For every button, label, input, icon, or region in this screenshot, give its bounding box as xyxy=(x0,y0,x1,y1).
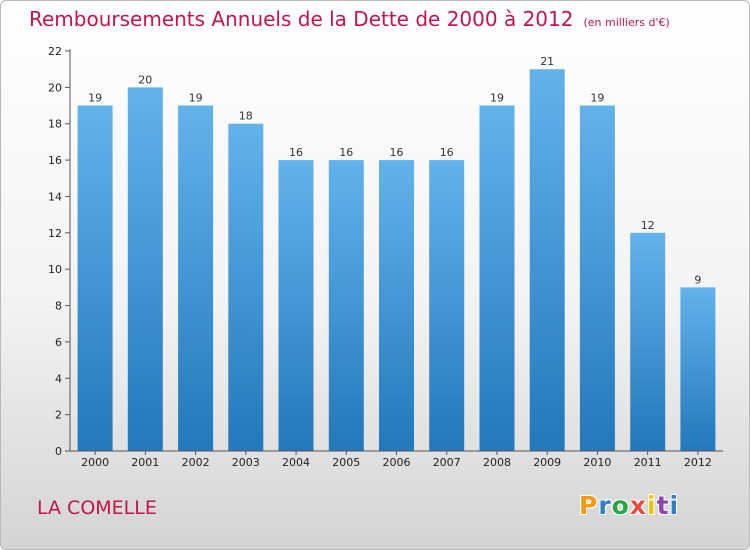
y-tick-label: 10 xyxy=(48,263,62,276)
logo-letter: o xyxy=(611,491,630,520)
chart-title-text: Remboursements Annuels de la Dette de 20… xyxy=(29,7,574,31)
data-label: 12 xyxy=(641,219,655,232)
x-tick-label: 2005 xyxy=(332,456,360,469)
logo-letter: i xyxy=(669,491,680,520)
y-tick-label: 18 xyxy=(48,118,62,131)
bars-group: 19 20 19 18 16 16 16 16 19 21 19 12 9 xyxy=(77,55,716,452)
y-tick-label: 16 xyxy=(48,154,62,167)
data-label: 19 xyxy=(88,92,102,105)
data-label: 19 xyxy=(490,92,504,105)
data-label: 19 xyxy=(189,92,203,105)
bar xyxy=(379,160,414,451)
y-tick-label: 2 xyxy=(55,409,62,422)
y-tick-label: 20 xyxy=(48,81,62,94)
y-tick-label: 8 xyxy=(55,300,62,313)
bar xyxy=(228,123,264,451)
bar xyxy=(77,105,113,451)
x-tick-label: 2003 xyxy=(232,456,260,469)
data-label: 19 xyxy=(590,92,604,105)
y-tick-label: 14 xyxy=(48,191,62,204)
y-tick-label: 22 xyxy=(48,45,62,58)
y-tick-label: 12 xyxy=(48,227,62,240)
commune-name: LA COMELLE xyxy=(37,497,157,519)
bar xyxy=(429,160,465,451)
unit-label: (en milliers d'€) xyxy=(583,16,670,29)
logo-letter: i xyxy=(647,491,657,520)
y-tick-label: 0 xyxy=(55,445,62,458)
bar xyxy=(579,105,615,451)
bar xyxy=(630,232,666,451)
bar xyxy=(680,287,716,451)
y-tick-label: 6 xyxy=(55,336,62,349)
x-tick-label: 2001 xyxy=(131,456,159,469)
data-label: 16 xyxy=(339,146,353,159)
x-tick-label: 2004 xyxy=(282,456,310,469)
chart-title: Remboursements Annuels de la Dette de 20… xyxy=(29,7,670,31)
bar xyxy=(178,105,214,451)
x-tick-label: 2007 xyxy=(433,456,461,469)
bar xyxy=(278,160,314,451)
bar xyxy=(127,87,163,452)
logo-letter: x xyxy=(629,491,647,520)
bar xyxy=(529,69,565,451)
x-tick-label: 2009 xyxy=(533,456,561,469)
x-tick-label: 2006 xyxy=(383,456,411,469)
x-tick-label: 2002 xyxy=(182,456,210,469)
data-label: 18 xyxy=(239,110,253,123)
data-label: 20 xyxy=(138,73,152,86)
proxiti-logo: Proxiti xyxy=(579,491,679,520)
bar xyxy=(479,105,515,451)
data-label: 16 xyxy=(440,146,454,159)
data-label: 9 xyxy=(694,273,701,286)
x-tick-label: 2010 xyxy=(583,456,611,469)
bar xyxy=(328,160,364,451)
x-tick-label: 2000 xyxy=(81,456,109,469)
data-label: 21 xyxy=(540,55,554,68)
x-tick-label: 2012 xyxy=(684,456,712,469)
x-tick-label: 2011 xyxy=(634,456,662,469)
logo-letter: P xyxy=(579,491,599,520)
axes-group: 2000 2001 2002 2003 2004 2005 2006 2007 2008 2009… xyxy=(48,45,723,469)
data-label: 16 xyxy=(390,146,404,159)
x-tick-label: 2008 xyxy=(483,456,511,469)
logo-letter: t xyxy=(656,491,670,520)
data-label: 16 xyxy=(289,146,303,159)
y-tick-label: 4 xyxy=(55,372,62,385)
logo-letter: r xyxy=(598,491,612,520)
